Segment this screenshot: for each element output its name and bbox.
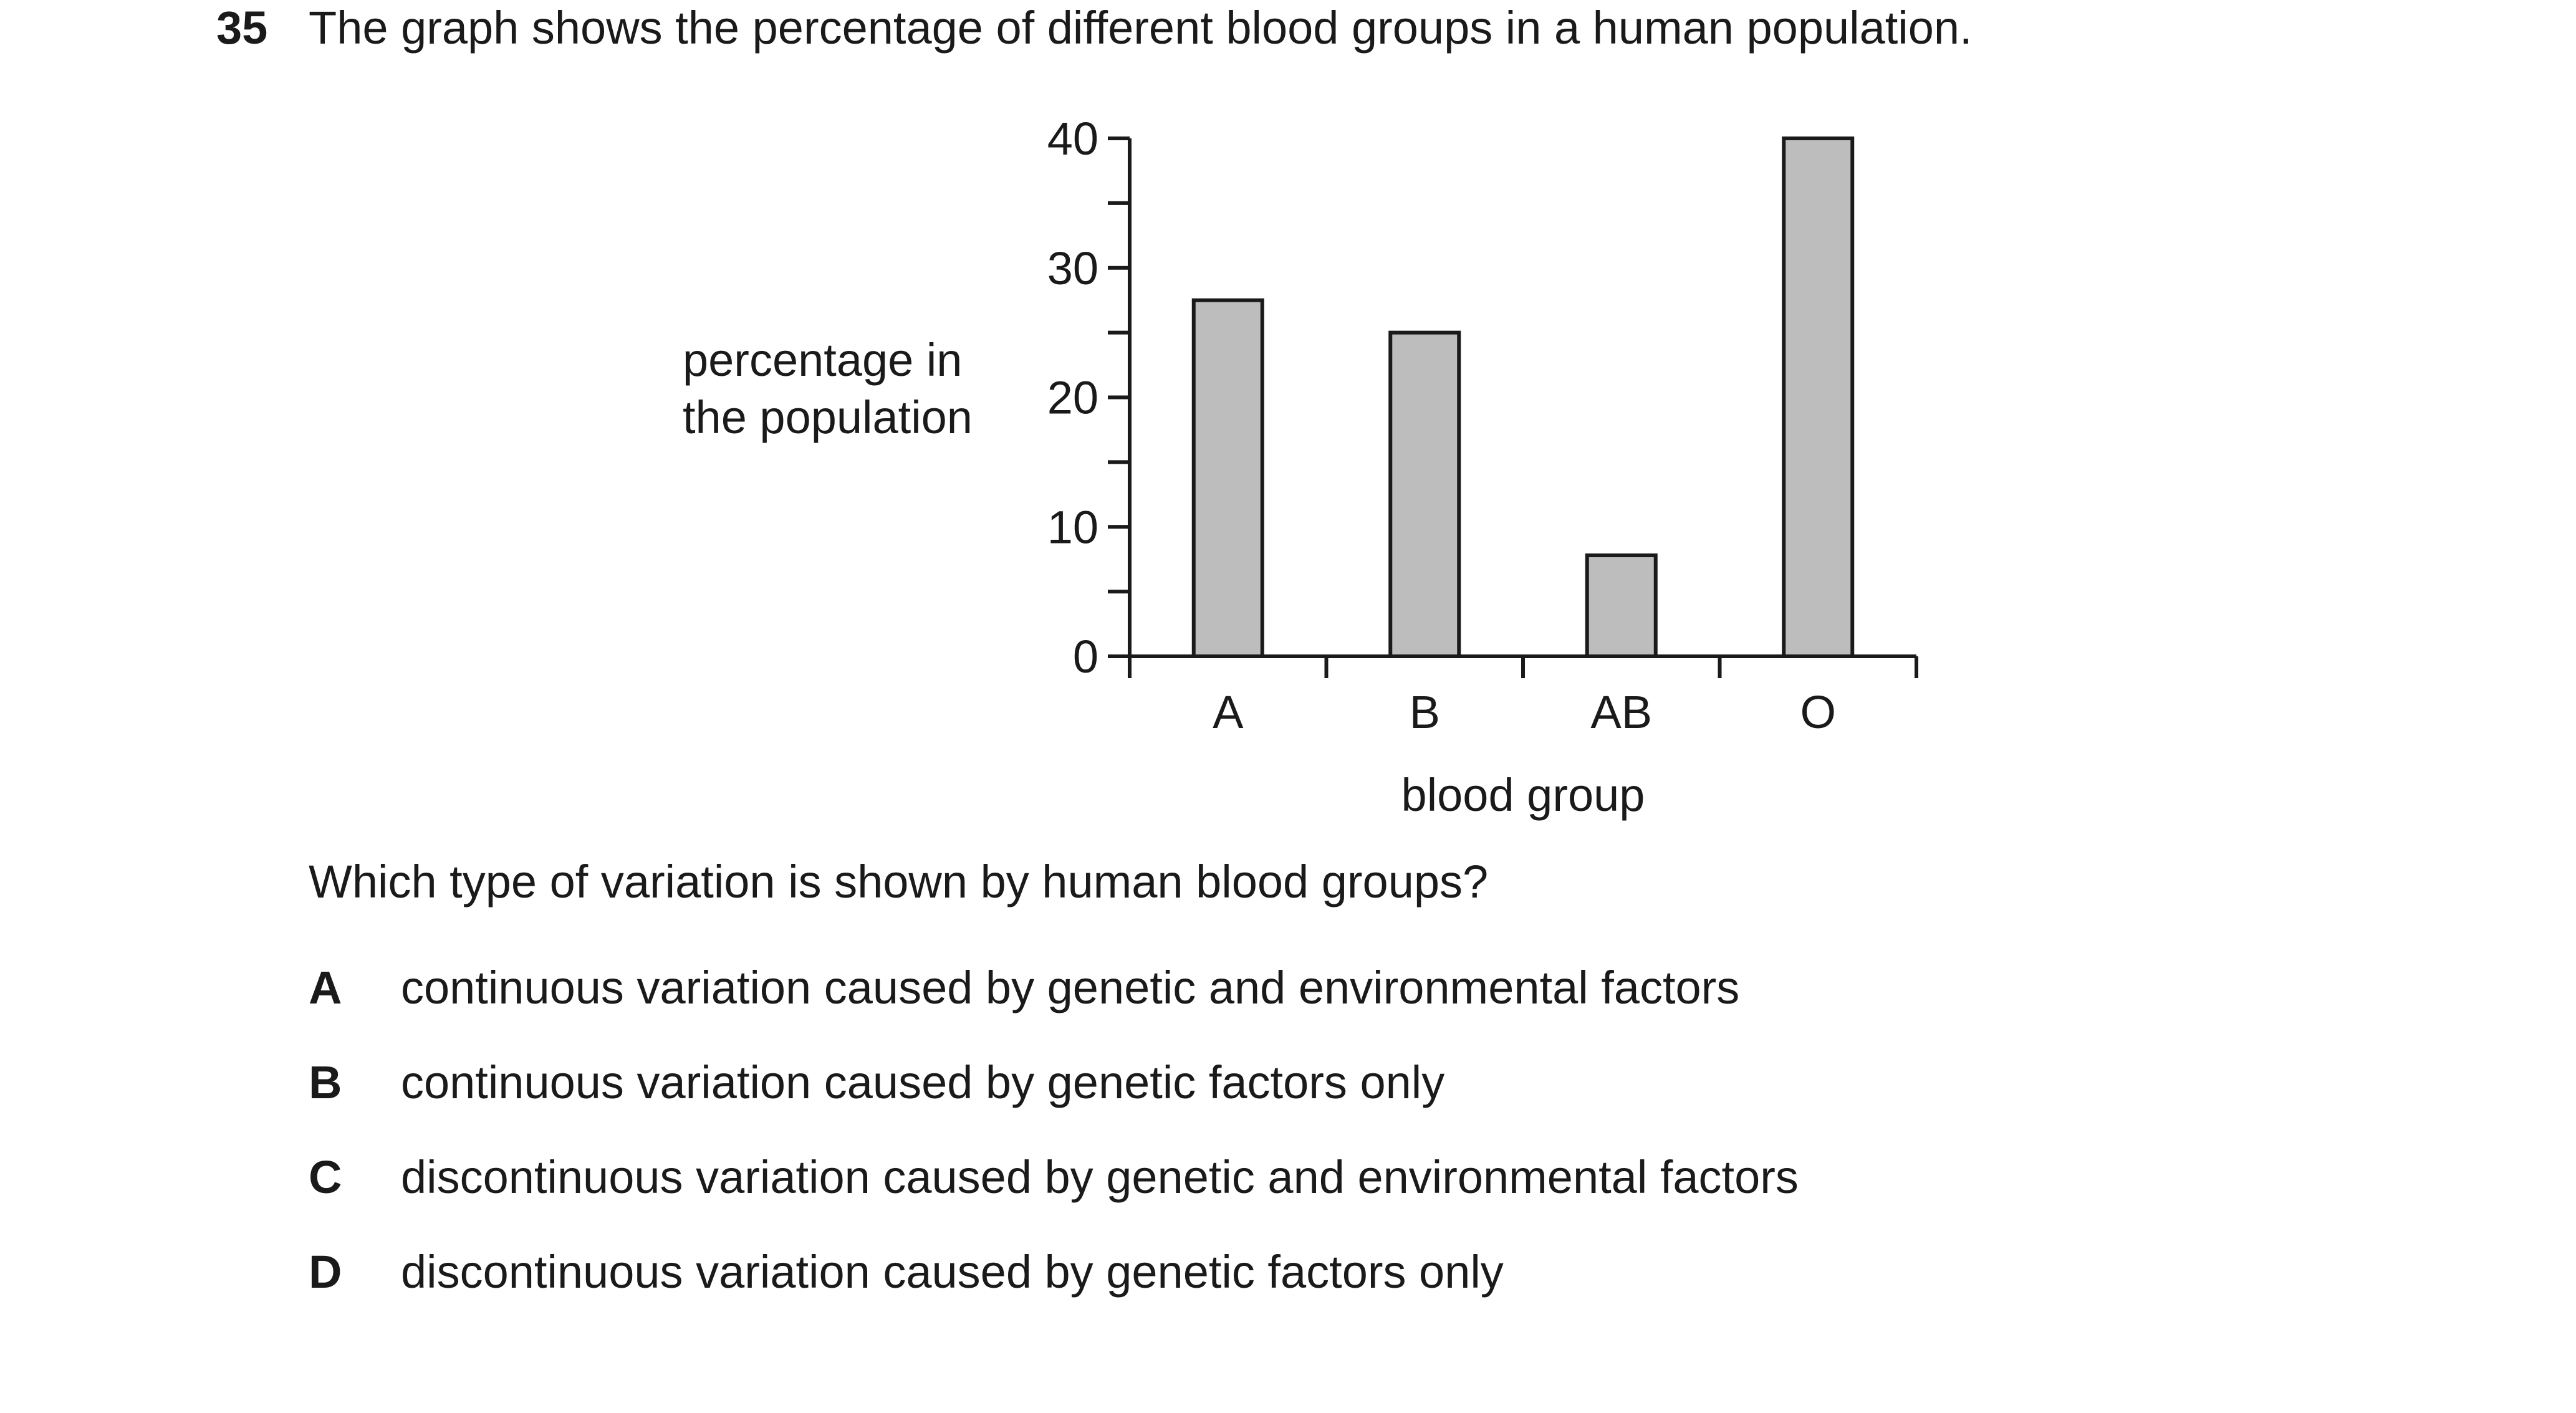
y-tick-label: 0 [1073, 631, 1098, 683]
y-axis-label-line-2: the population [683, 391, 973, 443]
bar-a [1191, 298, 1264, 658]
x-tick-label: AB [1590, 686, 1652, 738]
bar-ab [1585, 553, 1658, 659]
option-letter: D [309, 1246, 342, 1298]
question-number: 35 [216, 2, 268, 54]
option-letter: A [309, 962, 342, 1013]
bar-o [1782, 137, 1855, 658]
next-question-cut-off [212, 1406, 2394, 1413]
y-tick-label: 10 [1047, 501, 1098, 553]
option-text: discontinuous variation caused by geneti… [401, 1151, 1799, 1203]
option-letter: C [309, 1151, 342, 1203]
option-text: continuous variation caused by genetic a… [401, 962, 1740, 1013]
x-tick-label: O [1800, 686, 1836, 738]
x-tick-label: B [1410, 686, 1440, 738]
option-letter: B [309, 1056, 342, 1108]
y-tick-label: 30 [1047, 242, 1098, 294]
x-tick-label: A [1213, 686, 1244, 738]
option-text: discontinuous variation caused by geneti… [401, 1246, 1504, 1298]
option-text: continuous variation caused by genetic f… [401, 1056, 1445, 1108]
question-stem: The graph shows the percentage of differ… [309, 2, 1973, 54]
question-prompt: Which type of variation is shown by huma… [309, 856, 1489, 908]
bar-b [1388, 330, 1461, 658]
x-axis-label: blood group [1401, 769, 1645, 821]
y-axis-label-line-1: percentage in [683, 334, 963, 386]
y-axis-label: percentage in the population [683, 332, 973, 446]
y-tick-label: 40 [1047, 113, 1098, 165]
y-tick-label: 20 [1047, 372, 1098, 424]
